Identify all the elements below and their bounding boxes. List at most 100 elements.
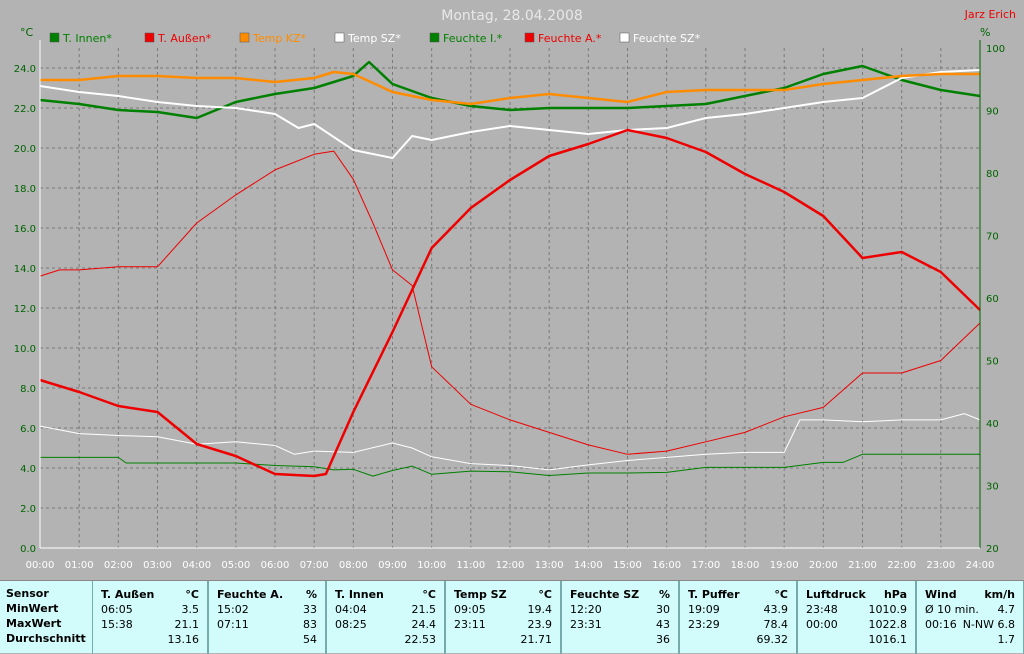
stats-left-cell: 12:20 — [570, 603, 602, 616]
stats-right-cell: 23.9 — [527, 618, 553, 631]
stats-row: 23:11 23.9 — [446, 617, 560, 632]
stats-right-cell: 24.4 — [411, 618, 437, 631]
x-tick-label: 19:00 — [770, 560, 799, 571]
x-tick-label: 06:00 — [261, 560, 290, 571]
series-line-3 — [39, 69, 981, 159]
stats-left-cell: 23:31 — [570, 618, 602, 631]
y-right-tick-label: 60 — [986, 294, 999, 305]
stats-column: Luftdruck hPa 23:48 1010.9 00:00 1022.8 1016.1 — [797, 581, 916, 654]
stats-left-cell: 19:09 — [688, 603, 720, 616]
x-tick-label: 21:00 — [848, 560, 877, 571]
stats-row: 00:00 1022.8 — [798, 617, 915, 632]
stats-header: T. Innen °C — [327, 587, 444, 602]
series-line-4 — [40, 453, 980, 477]
legend-label: Feuchte SZ* — [633, 32, 701, 45]
stats-row: 1016.1 — [798, 632, 915, 647]
stats-right-cell: 3.5 — [181, 603, 200, 616]
left-unit-label: °C — [20, 26, 34, 39]
row-label-min: MinWert — [6, 602, 59, 615]
x-tick-label: 22:00 — [887, 560, 916, 571]
stats-right-cell: 21.5 — [411, 603, 437, 616]
stats-column: T. Außen °C 06:05 3.5 15:38 21.1 13.16 — [92, 581, 208, 654]
y-right-tick-label: 20 — [986, 544, 999, 555]
legend-swatch — [144, 32, 155, 43]
x-tick-label: 09:00 — [378, 560, 407, 571]
legend-swatch — [334, 32, 345, 43]
y-left-tick-label: 6.0 — [20, 424, 36, 435]
stats-left-cell: 23:29 — [688, 618, 720, 631]
y-left-tick-label: 4.0 — [20, 464, 36, 475]
stats-column: T. Puffer °C 19:09 43.9 23:29 78.4 69.32 — [679, 581, 797, 654]
stats-right-cell: 13.16 — [167, 633, 200, 646]
series-layer — [39, 60, 981, 478]
series-line-6 — [39, 413, 981, 471]
stats-right-cell: °C — [185, 588, 199, 601]
stats-header: T. Puffer °C — [680, 587, 796, 602]
grid — [40, 48, 980, 548]
stats-right-cell: 1016.1 — [868, 633, 908, 646]
stats-row: 36 — [562, 632, 678, 647]
legend-label: T. Innen* — [62, 32, 112, 45]
series-line-2 — [40, 70, 980, 106]
stats-column: T. Innen °C 04:04 21.5 08:25 24.4 22.53 — [326, 581, 445, 654]
stats-right-cell: 43 — [656, 618, 670, 631]
y-left-tick-label: 10.0 — [14, 344, 36, 355]
y-left-tick-label: 12.0 — [14, 304, 36, 315]
stats-row: 23:31 43 — [562, 617, 678, 632]
stats-row: 04:04 21.5 — [327, 602, 444, 617]
stats-row: 08:25 24.4 — [327, 617, 444, 632]
legend-swatch — [619, 32, 630, 43]
stats-header: Feuchte A.% — [209, 587, 325, 602]
stats-right-cell: 19.4 — [527, 603, 553, 616]
legend-label: Feuchte A.* — [538, 32, 602, 45]
stats-left-cell: 07:11 — [217, 618, 249, 631]
stats-row: 1.7 — [917, 632, 1023, 647]
stats-row: 07:11 83 — [209, 617, 325, 632]
series-line-5 — [39, 150, 981, 455]
stats-row: 22.53 — [327, 632, 444, 647]
y-left-tick-label: 22.0 — [14, 104, 36, 115]
stats-row: 09:05 19.4 — [446, 602, 560, 617]
stats-row: 23:29 78.4 — [680, 617, 796, 632]
stats-left-cell: 09:05 — [454, 603, 486, 616]
stats-left-cell: 08:25 — [335, 618, 367, 631]
x-tick-label: 04:00 — [182, 560, 211, 571]
y-right-tick-label: 100 — [986, 44, 1005, 55]
stats-right-cell: 78.4 — [763, 618, 789, 631]
stats-right-cell: 83 — [303, 618, 317, 631]
stats-header: Luftdruck hPa — [798, 587, 915, 602]
legend-label: Temp KZ* — [252, 32, 307, 45]
y-left-tick-label: 20.0 — [14, 144, 36, 155]
stats-left-cell: T. Außen — [101, 588, 155, 601]
stats-column: Wind km/h Ø 10 min. 4.7 00:16 N-NW 6.8 1.7 — [916, 581, 1024, 654]
stats-right-cell: °C — [538, 588, 552, 601]
row-label-avg: Durchschnitt — [6, 632, 86, 645]
stats-row: 23:48 1010.9 — [798, 602, 915, 617]
axes-layer: 00:00 01:00 02:00 03:00 04:00 05:00 06:00 07:00… — [14, 40, 1005, 571]
stats-right-cell: 69.32 — [756, 633, 789, 646]
stats-right-cell: 1022.8 — [868, 618, 908, 631]
y-right-tick-label: 80 — [986, 169, 999, 180]
stats-right-cell: % — [305, 588, 317, 601]
x-tick-label: 15:00 — [613, 560, 642, 571]
stats-row: 12:20 30 — [562, 602, 678, 617]
row-label-sensor: Sensor — [6, 587, 49, 600]
stats-row: 69.32 — [680, 632, 796, 647]
stats-left-cell: Wind — [925, 588, 957, 601]
x-tick-label: 07:00 — [300, 560, 329, 571]
y-right-tick-label: 70 — [986, 232, 999, 243]
stats-left-cell: T. Innen — [335, 588, 384, 601]
y-left-tick-label: 24.0 — [14, 64, 36, 75]
x-tick-label: 11:00 — [456, 560, 485, 571]
stats-right-cell: 43.9 — [763, 603, 789, 616]
stats-left-cell: Ø 10 min. — [925, 603, 979, 616]
right-unit-label: % — [980, 26, 990, 39]
legend-swatch — [524, 32, 535, 43]
stats-row: 19:09 43.9 — [680, 602, 796, 617]
stats-left-cell: T. Puffer — [688, 588, 740, 601]
legend-label: Temp SZ* — [347, 32, 401, 45]
stats-right-cell: 36 — [656, 633, 670, 646]
series-line-1 — [39, 128, 981, 478]
y-right-tick-label: 30 — [986, 482, 999, 493]
stats-left-cell: 00:00 — [806, 618, 838, 631]
